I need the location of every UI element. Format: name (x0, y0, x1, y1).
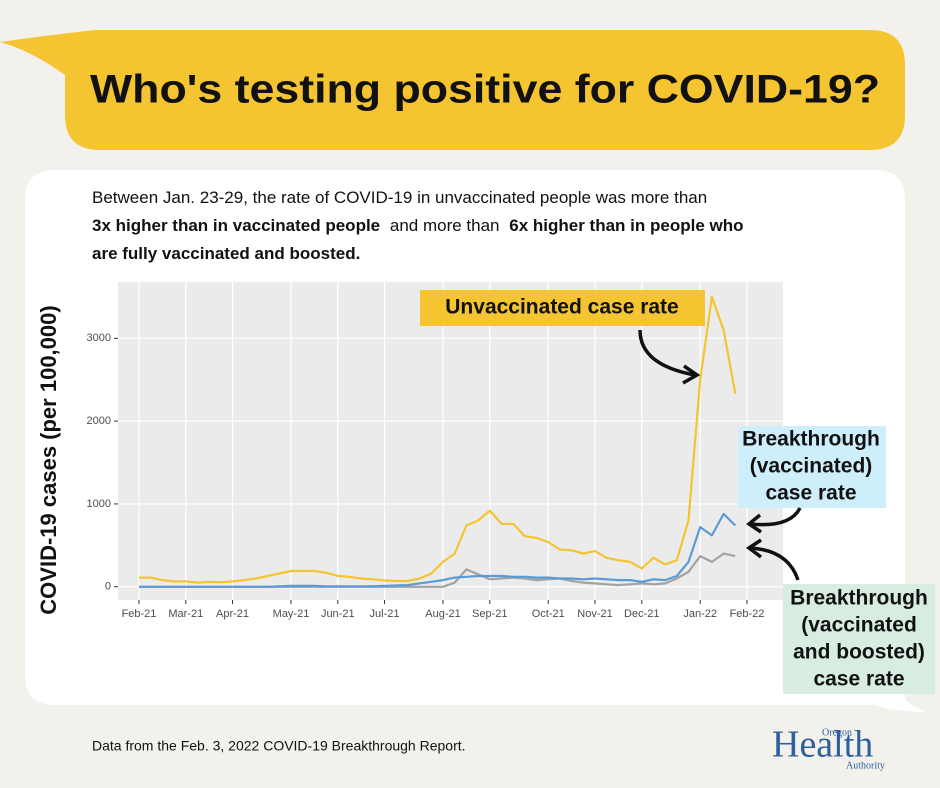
x-tick-label: Dec-21 (624, 608, 659, 620)
annotation-text: case rate (765, 482, 856, 505)
x-tick-label: Apr-21 (216, 608, 249, 620)
title: Who's testing positive for COVID-19? (90, 68, 880, 112)
arrow-head (746, 513, 762, 534)
annotation-text: (vaccinated (801, 614, 917, 637)
series-line (139, 295, 737, 584)
x-tick-label: Mar-21 (168, 608, 203, 620)
logo-small: Authority (846, 760, 885, 771)
logo-main: Health (772, 724, 873, 766)
x-tick-label: Nov-21 (577, 608, 612, 620)
annotation-box (420, 290, 705, 326)
x-tick-label: Jul-21 (370, 608, 400, 620)
y-tick-label: 1000 (87, 498, 111, 510)
annotation-text: (vaccinated) (750, 455, 873, 478)
grid: 0 1000 2000 3000 Feb-21 Mar-21 Apr-21 May-21 Jun… (87, 282, 783, 620)
x-tick-label: Feb-22 (730, 608, 765, 620)
x-tick-label: Jan-22 (683, 608, 717, 620)
arrow (638, 329, 696, 377)
y-axis-label: COVID-19 cases (per 100,000) (36, 305, 61, 614)
subtitle: Between Jan. 23-29, the rate of COVID-19… (92, 188, 748, 263)
x-tick-label: Sep-21 (472, 608, 507, 620)
footer: Data from the Feb. 3, 2022 COVID-19 Brea… (92, 738, 466, 754)
y-tick-label: 3000 (87, 332, 111, 344)
plot-background (118, 282, 783, 600)
lines (139, 295, 737, 588)
subtitle-emphasis: are fully vaccinated and boosted. (92, 244, 360, 263)
annotation-text: case rate (813, 668, 904, 691)
x-tick-label: Oct-21 (532, 608, 565, 620)
subtitle-text: Between Jan. 23-29, the rate of COVID-19… (92, 188, 707, 207)
annotation-box (783, 584, 935, 694)
x-tick-label: May-21 (273, 608, 310, 620)
y-tick-label: 0 (105, 581, 111, 593)
x-tick-label: Jun-21 (321, 608, 355, 620)
annotation-text: Breakthrough (790, 587, 928, 610)
subtitle-text: and more than (390, 216, 500, 235)
annotation-text: and boosted) (793, 641, 925, 664)
subtitle-emphasis: 6x higher than in people who (509, 216, 743, 235)
subtitle-emphasis: 3x higher than in vaccinated people (92, 216, 380, 235)
arrow (749, 507, 802, 527)
arrow-head (682, 364, 701, 385)
arrow (749, 546, 800, 581)
x-tick-label: Aug-21 (425, 608, 460, 620)
annotation-text: Unvaccinated case rate (445, 296, 678, 319)
arrow-head (745, 538, 763, 559)
annotation-text: Breakthrough (742, 428, 880, 451)
annotations: Unvaccinated case rate Breakthrough (vacci… (445, 296, 928, 691)
x-tick-label: Feb-21 (122, 608, 157, 620)
annotation-box (738, 426, 886, 508)
logo-small: Oregon (822, 727, 852, 738)
y-tick-label: 2000 (87, 415, 111, 427)
series-line (139, 512, 737, 588)
title-bubble (0, 30, 905, 150)
